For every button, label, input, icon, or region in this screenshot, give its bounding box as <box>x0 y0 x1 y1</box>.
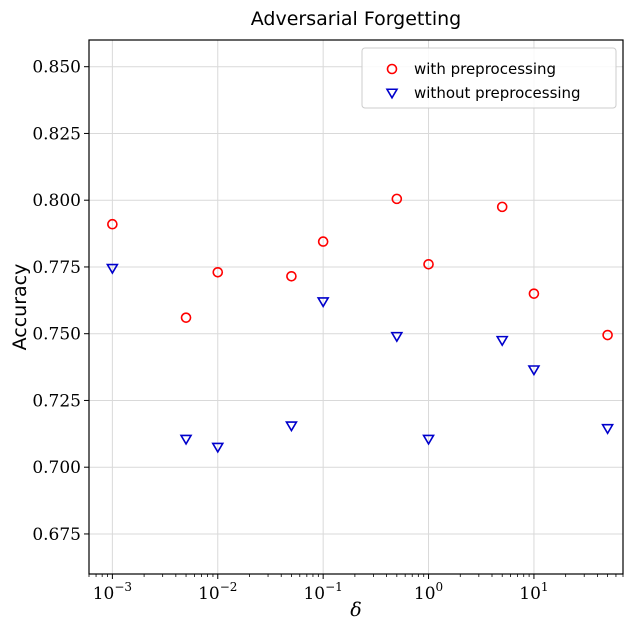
data-point-without-preprocessing <box>105 263 119 275</box>
plot-frame <box>88 39 624 575</box>
data-point-without-preprocessing <box>601 423 614 435</box>
y-tick-label: 0.700 <box>32 458 81 478</box>
data-point-without-preprocessing <box>527 365 541 377</box>
data-point-with-preprocessing <box>496 201 508 213</box>
legend-entries: with preprocessing without preprocessing <box>385 60 581 102</box>
axis-ticks: 0.675 0.700 0.725 0.750 0.775 0.800 0.825 0.850… <box>32 58 624 604</box>
x-tick-label: 101 <box>519 580 548 604</box>
x-tick-label: 10−2 <box>198 580 237 604</box>
y-tick-label: 0.725 <box>32 391 81 411</box>
data-point-with-preprocessing <box>391 193 403 205</box>
data-point-without-preprocessing <box>285 421 298 433</box>
y-tick-label: 0.850 <box>32 58 81 78</box>
legend-marker <box>386 63 398 75</box>
legend-marker <box>385 88 399 100</box>
data-point-with-preprocessing <box>212 266 224 278</box>
data-point-with-preprocessing <box>602 329 613 341</box>
x-axis-label: δ <box>350 599 361 621</box>
x-tick-label: 10−1 <box>303 580 342 604</box>
y-tick-label: 0.750 <box>32 325 81 345</box>
data-point-with-preprocessing <box>286 270 297 282</box>
data-point-with-preprocessing <box>107 218 118 230</box>
data-point-with-preprocessing <box>528 288 540 299</box>
x-tick-label: 10−3 <box>93 580 132 604</box>
grid-lines <box>89 40 623 574</box>
data-point-without-preprocessing <box>179 434 193 446</box>
data-point-without-preprocessing <box>390 331 404 343</box>
data-points <box>105 193 614 454</box>
y-axis-label: Accuracy <box>9 264 31 351</box>
legend-label: with preprocessing <box>414 60 556 78</box>
data-point-with-preprocessing <box>423 258 434 270</box>
legend-label: without preprocessing <box>414 84 581 102</box>
legend-box <box>361 47 617 109</box>
y-tick-label: 0.825 <box>32 124 81 144</box>
y-tick-label: 0.675 <box>32 525 81 545</box>
data-point-with-preprocessing <box>317 236 329 247</box>
data-point-with-preprocessing <box>180 312 192 323</box>
data-point-without-preprocessing <box>316 297 330 308</box>
data-point-without-preprocessing <box>422 434 435 446</box>
data-point-without-preprocessing <box>211 442 225 454</box>
chart-title: Adversarial Forgetting <box>251 8 461 30</box>
y-tick-label: 0.800 <box>32 191 81 211</box>
legend: with preprocessing without preprocessing <box>361 47 617 109</box>
data-point-without-preprocessing <box>495 335 509 347</box>
y-tick-label: 0.775 <box>32 258 81 278</box>
x-tick-label: 100 <box>414 580 443 604</box>
